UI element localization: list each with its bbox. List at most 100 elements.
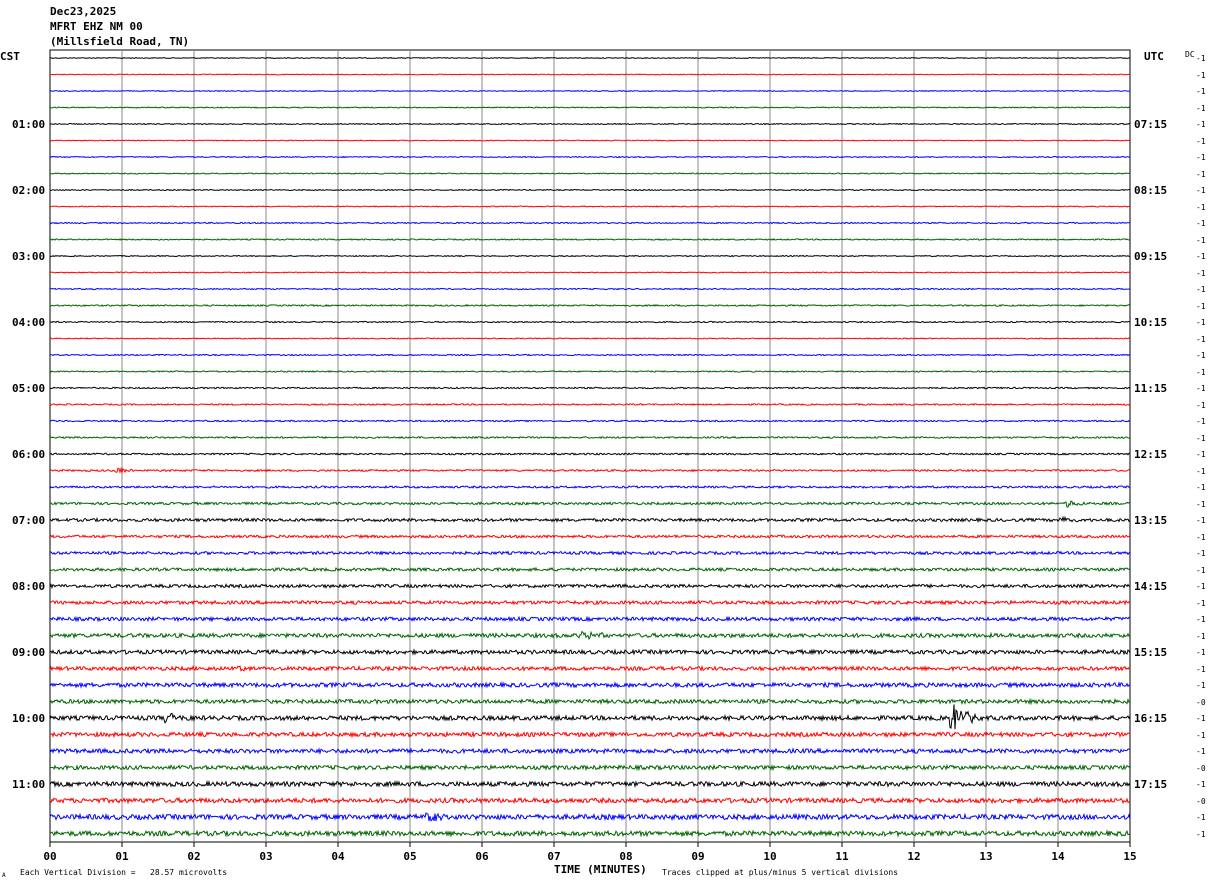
dc-offset-value: -1	[1196, 219, 1206, 228]
right-hour-label: 07:15	[1134, 118, 1168, 131]
x-tick-label: 01	[115, 850, 129, 863]
scale-note: Each Vertical Division = 28.57 microvolt…	[20, 868, 228, 877]
clip-note: Traces clipped at plus/minus 5 vertical …	[662, 868, 899, 877]
dc-offset-value: -1	[1196, 70, 1206, 80]
seismic-trace	[49, 155, 1131, 159]
seismic-trace	[49, 630, 1131, 641]
seismic-trace	[49, 680, 1131, 689]
seismic-trace	[49, 452, 1131, 456]
seismic-trace	[49, 779, 1131, 789]
right-hour-label: 15:15	[1134, 646, 1168, 659]
dc-offset-value: -1	[1196, 565, 1206, 575]
seismic-trace	[49, 583, 1130, 590]
dc-offset-value: -1	[1196, 400, 1206, 410]
seismic-trace	[49, 419, 1131, 423]
seismic-trace	[49, 763, 1131, 772]
header-date: Dec23,2025	[50, 5, 117, 18]
dc-offset-value: -1	[1196, 120, 1206, 129]
left-hour-label: 09:00	[12, 646, 46, 659]
left-hour-label: 07:00	[12, 514, 46, 527]
dc-offset-value: -1	[1196, 186, 1206, 195]
dc-offset-value: -1	[1196, 813, 1206, 822]
dc-offset-value: -1	[1196, 252, 1206, 261]
seismic-traces	[49, 56, 1131, 838]
seismic-trace	[49, 254, 1131, 258]
left-hour-label: 11:00	[12, 778, 46, 791]
seismic-trace	[49, 484, 1131, 490]
dc-offset-value: -1	[1196, 351, 1206, 360]
dc-offset-value: -1	[1196, 747, 1206, 756]
dc-offset-value: -1	[1196, 516, 1206, 525]
dc-offset-value: -1	[1196, 598, 1206, 608]
dc-offset-value: -1	[1196, 681, 1206, 690]
seismic-trace	[49, 829, 1131, 838]
seismic-trace	[49, 89, 1130, 93]
seismic-trace	[49, 221, 1131, 225]
seismic-trace	[49, 747, 1131, 755]
seismic-trace	[49, 205, 1131, 208]
seismic-trace	[49, 188, 1130, 192]
x-tick-label: 10	[763, 850, 776, 863]
dc-offset-value: -1	[1196, 136, 1206, 146]
dc-offset-value: -1	[1196, 466, 1206, 476]
seismic-trace	[49, 172, 1131, 175]
dc-offset-value: -1	[1196, 87, 1206, 96]
seismic-trace	[49, 730, 1130, 739]
left-hour-label: 10:00	[12, 712, 46, 725]
header-location: (Millsfield Road, TN)	[50, 35, 190, 48]
header-station: MFRT EHZ NM 00	[50, 20, 143, 33]
dc-offset-value: -1	[1196, 648, 1206, 657]
x-tick-label: 06	[475, 850, 489, 863]
seismic-trace	[49, 648, 1131, 656]
dc-offset-value: -0	[1196, 796, 1206, 806]
seismic-trace	[49, 238, 1130, 241]
seismic-trace	[49, 812, 1131, 822]
dc-offset-value: -1	[1196, 268, 1206, 278]
dc-offset-value: -1	[1196, 664, 1206, 674]
seismic-trace	[49, 697, 1131, 706]
seismic-trace	[49, 353, 1131, 357]
seismic-trace	[49, 370, 1131, 373]
seismic-trace	[49, 533, 1131, 540]
left-hour-label: 05:00	[12, 382, 46, 395]
right-hour-label: 13:15	[1134, 514, 1168, 527]
dc-offset-value: -1	[1196, 54, 1206, 63]
minute-gridlines	[49, 49, 1131, 843]
dc-offset-value: -1	[1196, 450, 1206, 459]
right-hour-label: 10:15	[1134, 316, 1168, 329]
seismic-trace	[49, 271, 1131, 274]
dc-offset-value: -1	[1196, 153, 1206, 162]
dc-offset-value: -1	[1196, 549, 1206, 558]
seismic-trace	[49, 566, 1131, 573]
dc-offset-value: -1	[1196, 334, 1206, 344]
dc-offset-value: -1	[1196, 235, 1206, 245]
seismic-trace	[49, 106, 1131, 109]
x-tick-label: 02	[187, 850, 200, 863]
seismic-trace	[49, 320, 1131, 324]
x-tick-label: 13	[979, 850, 992, 863]
x-tick-label: 05	[403, 850, 416, 863]
seismic-trace	[49, 500, 1131, 508]
dc-offset-value: -0	[1196, 697, 1206, 707]
seismic-trace	[49, 337, 1131, 340]
left-timezone-label: CST	[0, 50, 20, 63]
right-timezone-label: UTC	[1144, 50, 1164, 63]
seismic-trace	[49, 386, 1131, 390]
right-hour-label: 14:15	[1134, 580, 1168, 593]
x-tick-label: 04	[331, 850, 345, 863]
dc-offset-value: -1	[1196, 483, 1206, 492]
dc-offset-value: -1	[1196, 714, 1206, 723]
left-hour-label: 01:00	[12, 118, 46, 131]
dc-offset-value: -1	[1196, 730, 1206, 740]
x-tick-label: 15	[1123, 850, 1136, 863]
left-hour-label: 08:00	[12, 580, 46, 593]
seismic-trace	[49, 403, 1131, 406]
dc-offset-value: -1	[1196, 384, 1206, 393]
dc-offset-value: -1	[1196, 631, 1206, 641]
dc-offset-value: -1	[1196, 499, 1206, 509]
dc-offset-value: -1	[1196, 780, 1206, 789]
seismic-trace	[49, 139, 1131, 142]
seismic-trace	[49, 466, 1131, 475]
dc-offset-value: -1	[1196, 582, 1206, 591]
seismic-trace	[49, 56, 1131, 60]
